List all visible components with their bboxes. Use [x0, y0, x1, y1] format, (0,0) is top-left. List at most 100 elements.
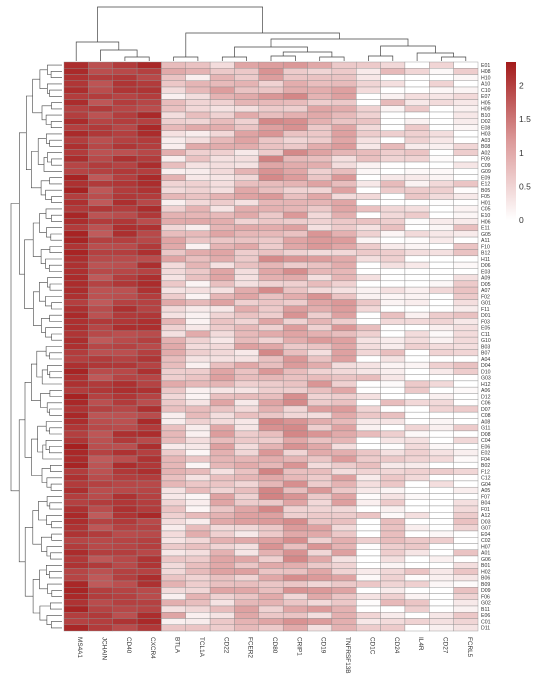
heatmap-cell: [282, 374, 308, 382]
heatmap-cell: [63, 130, 89, 138]
heatmap-cell: [136, 280, 162, 288]
heatmap-cell: [209, 299, 235, 307]
heatmap-cell: [429, 99, 454, 106]
heatmap-cell: [209, 555, 235, 563]
heatmap-cell: [380, 118, 406, 125]
heatmap-cell: [307, 543, 333, 550]
heatmap-cell: [234, 199, 260, 207]
row-label: G01: [481, 301, 491, 307]
dendrogram-link: [51, 214, 62, 222]
heatmap-cell: [282, 618, 308, 625]
heatmap-cell: [356, 486, 381, 494]
heatmap-cell: [234, 124, 260, 131]
heatmap-cell: [234, 218, 260, 225]
column-label: IL4R: [417, 637, 424, 651]
heatmap-cell: [380, 505, 406, 513]
heatmap-cell: [453, 605, 479, 613]
heatmap-cell: [234, 543, 260, 550]
heatmap-cell: [209, 105, 235, 113]
heatmap-cell: [380, 143, 406, 150]
heatmap-cell: [429, 405, 454, 413]
heatmap-cell: [63, 149, 89, 156]
heatmap-cell: [112, 168, 138, 175]
heatmap-cell: [136, 230, 162, 238]
heatmap-cell: [161, 568, 186, 575]
heatmap-cell: [136, 105, 162, 113]
heatmap-cell: [136, 537, 162, 544]
heatmap-cell: [258, 380, 284, 388]
heatmap-cell: [282, 599, 308, 607]
heatmap-cell: [185, 130, 211, 138]
heatmap-cell: [234, 518, 260, 525]
heatmap-cell: [307, 61, 333, 69]
heatmap-cell: [282, 61, 308, 69]
heatmap-cell: [404, 274, 430, 282]
dendrogram-link: [50, 483, 62, 491]
heatmap-cell: [453, 380, 479, 388]
heatmap-cell: [282, 224, 308, 232]
heatmap-cell: [234, 530, 260, 538]
heatmap-cell: [380, 161, 406, 169]
heatmap-cell: [331, 180, 357, 188]
heatmap-cell: [331, 136, 357, 144]
dendrogram-link: [51, 102, 62, 110]
heatmap-cell: [63, 118, 89, 125]
heatmap-cell: [63, 74, 89, 81]
dendrogram-link: [39, 69, 48, 89]
heatmap-cell: [112, 318, 138, 325]
heatmap-cell: [331, 280, 357, 288]
heatmap-cell: [356, 280, 381, 288]
heatmap-cell: [404, 493, 430, 500]
heatmap-cell: [404, 261, 430, 269]
heatmap-cell: [234, 105, 260, 113]
heatmap-cell: [112, 68, 138, 75]
heatmap-cell: [282, 68, 308, 75]
row-label: F06: [481, 594, 490, 600]
heatmap-cell: [404, 349, 430, 357]
heatmap-cell: [234, 243, 260, 250]
heatmap-cell: [209, 180, 235, 188]
heatmap-cell: [161, 349, 186, 357]
heatmap-cell: [282, 355, 308, 363]
heatmap-cell: [234, 355, 260, 363]
heatmap-cell: [209, 486, 235, 494]
heatmap-cell: [112, 580, 138, 588]
heatmap-cell: [404, 624, 430, 632]
heatmap-cell: [136, 268, 162, 275]
heatmap-cell: [453, 274, 479, 282]
heatmap-cell: [88, 236, 113, 244]
heatmap-cell: [161, 193, 186, 200]
heatmap-cell: [380, 549, 406, 557]
heatmap-cell: [185, 380, 211, 388]
heatmap-cell: [136, 543, 162, 550]
heatmap-cell: [307, 136, 333, 144]
heatmap-cell: [380, 274, 406, 282]
heatmap-cell: [453, 218, 479, 225]
heatmap-cell: [209, 155, 235, 163]
heatmap-cell: [234, 399, 260, 407]
heatmap-cell: [136, 549, 162, 557]
heatmap-cell: [331, 518, 357, 525]
heatmap-cell: [331, 468, 357, 475]
heatmap-cell: [429, 261, 454, 269]
heatmap-cell: [185, 449, 211, 457]
row-label: C12: [481, 476, 491, 482]
heatmap-cell: [404, 530, 430, 538]
heatmap-cell: [331, 143, 357, 150]
heatmap-cell: [258, 299, 284, 307]
row-label: H08: [481, 69, 491, 75]
heatmap-cell: [404, 130, 430, 138]
heatmap-cell: [331, 580, 357, 588]
heatmap-cell: [185, 68, 211, 75]
heatmap-cell: [63, 624, 89, 632]
heatmap-cell: [258, 349, 284, 357]
heatmap-cell: [136, 174, 162, 182]
heatmap-cell: [185, 205, 211, 213]
heatmap-cell: [453, 349, 479, 357]
heatmap-cell: [209, 355, 235, 363]
heatmap-cell: [209, 161, 235, 169]
heatmap-cell: [331, 261, 357, 269]
heatmap-cell: [112, 111, 138, 119]
heatmap-cell: [209, 537, 235, 544]
heatmap-cell: [453, 543, 479, 550]
